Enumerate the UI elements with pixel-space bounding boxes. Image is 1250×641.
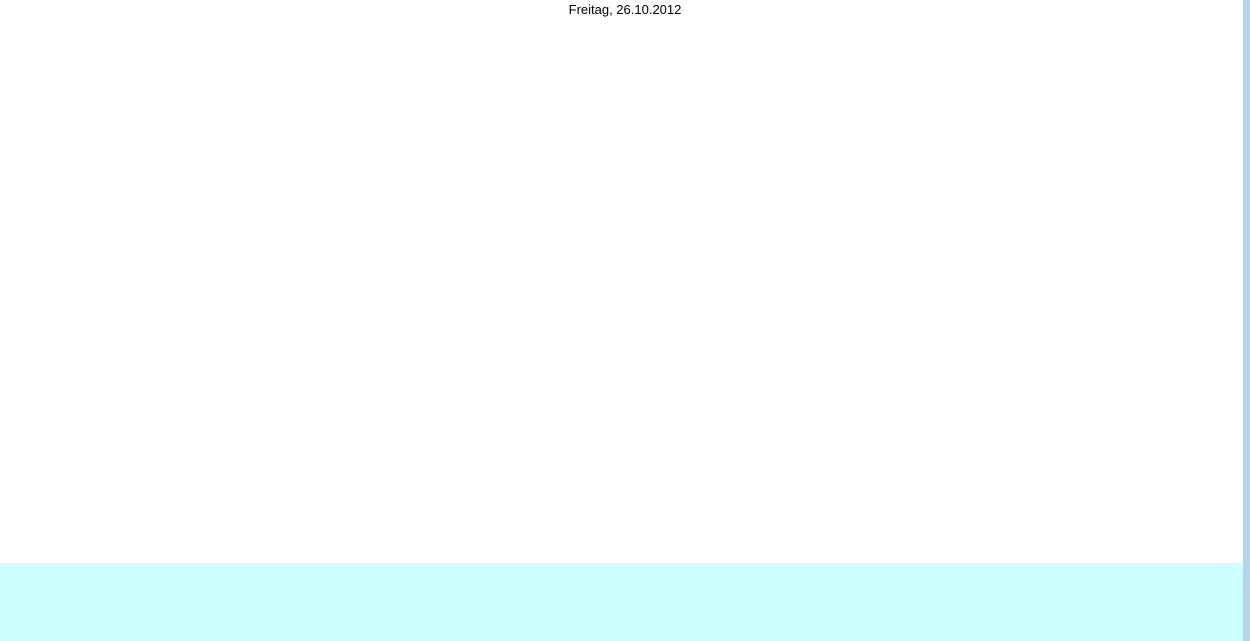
legend-row-1 xyxy=(181,30,1181,42)
weather-chart-plot[interactable] xyxy=(181,76,1041,528)
legend-row-3 xyxy=(181,58,1181,70)
summary-table xyxy=(0,563,1243,641)
legend-row-2 xyxy=(181,44,1181,56)
page-title: Freitag, 26.10.2012 xyxy=(568,2,682,17)
chart-legend xyxy=(181,30,1181,72)
vertical-scrollbar[interactable] xyxy=(1243,0,1250,641)
